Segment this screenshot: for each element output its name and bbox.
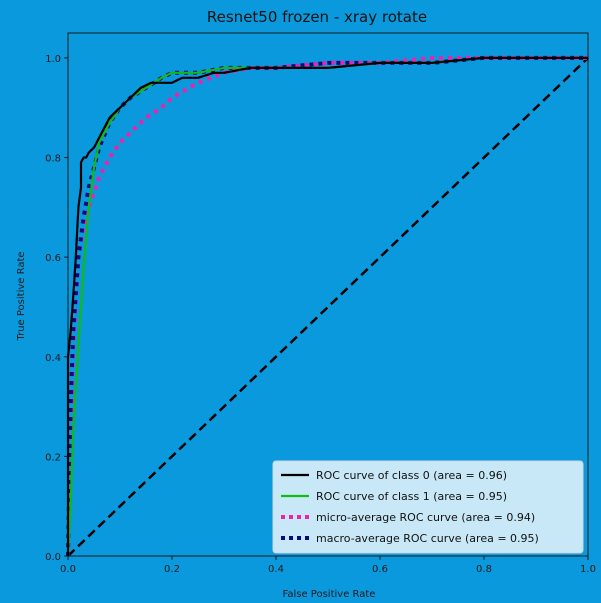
- roc-series-line-0: [66, 56, 588, 556]
- legend: ROC curve of class 0 (area = 0.96) ROC cu…: [272, 460, 584, 554]
- legend-box: [272, 460, 584, 554]
- y-axis-ticks: 0.0 0.2 0.4 0.6 0.8 1.0: [45, 54, 68, 563]
- x-tick-label: 0.8: [476, 564, 492, 575]
- y-tick-label: 0.6: [45, 253, 61, 264]
- legend-entry-label: ROC curve of class 1 (area = 0.95): [316, 490, 507, 503]
- x-tick-label: 0.4: [268, 564, 284, 575]
- y-tick-label: 0.0: [45, 552, 61, 563]
- x-tick-label: 0.0: [60, 564, 76, 575]
- x-tick-label: 0.2: [164, 564, 180, 575]
- chart-title: Resnet50 frozen - xray rotate: [207, 8, 427, 26]
- plot-area: [66, 32, 589, 557]
- x-tick-label: 0.6: [372, 564, 388, 575]
- y-tick-label: 0.2: [45, 452, 61, 463]
- legend-entry-label: ROC curve of class 0 (area = 0.96): [316, 469, 507, 482]
- y-tick-label: 1.0: [45, 54, 61, 65]
- x-axis-ticks: 0.0 0.2 0.4 0.6 0.8 1.0: [60, 556, 596, 575]
- plot-frame: [67, 32, 589, 557]
- x-tick-label: 1.0: [580, 564, 596, 575]
- y-tick-label: 0.4: [45, 353, 61, 364]
- x-axis-label: False Positive Rate: [283, 589, 376, 600]
- chance-diagonal-line: [67, 56, 589, 557]
- y-tick-label: 0.8: [45, 154, 61, 165]
- y-axis-label: True Positive Rate: [16, 251, 27, 341]
- legend-entry-label: micro-average ROC curve (area = 0.94): [316, 511, 535, 524]
- legend-entry-label: macro-average ROC curve (area = 0.95): [316, 532, 539, 545]
